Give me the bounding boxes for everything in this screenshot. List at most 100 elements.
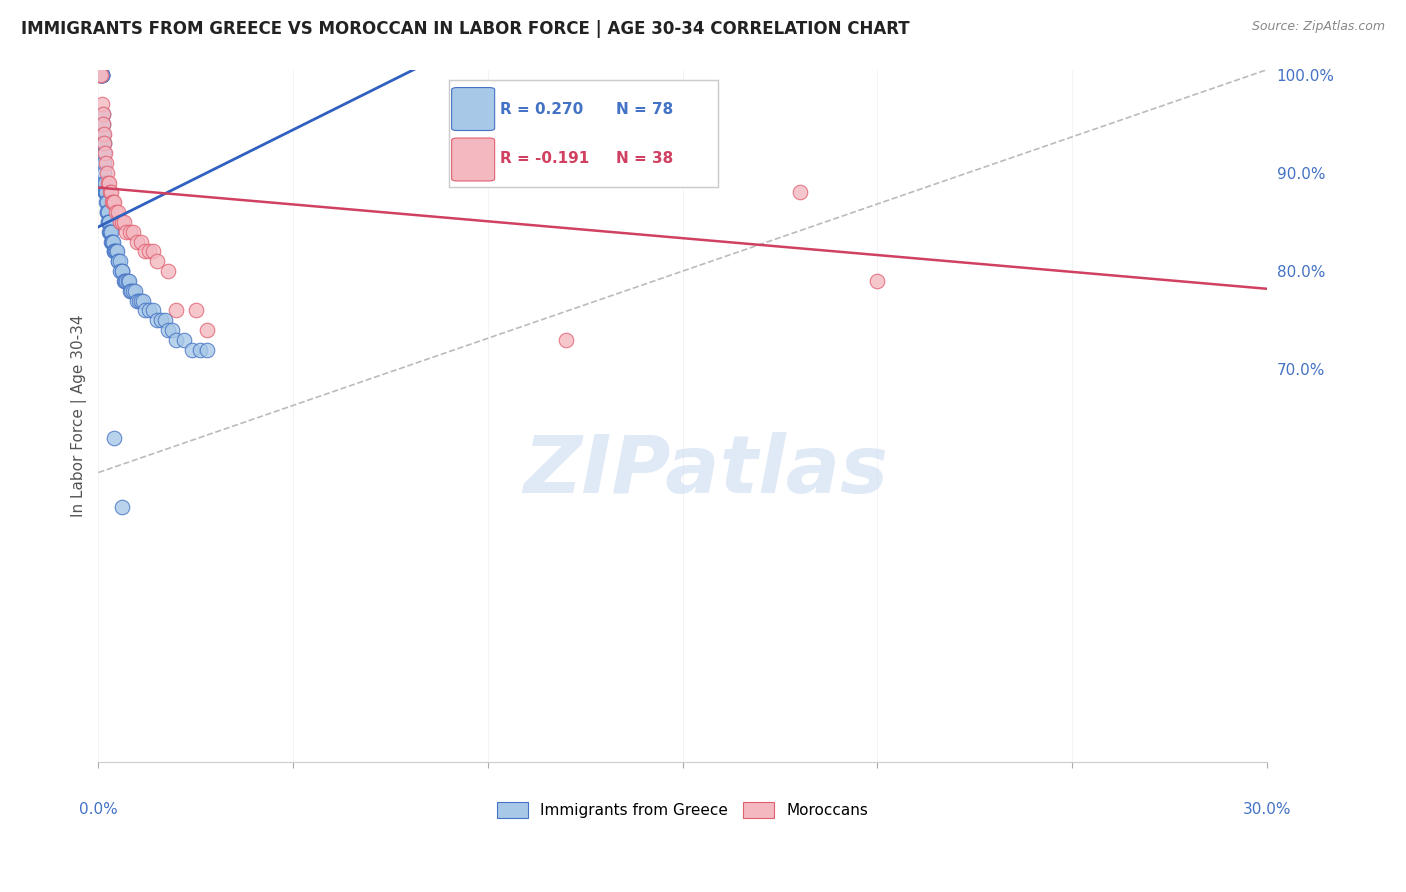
Point [91,117,114,131]
Point [103,195,125,210]
Point [107,205,129,219]
Point [162,323,184,337]
Point [138,244,160,259]
Point [100,186,122,200]
Point [93,146,115,161]
Point [132,293,155,308]
Point [134,244,156,259]
Point [94,195,117,210]
Point [120,284,142,298]
Point [91,107,114,121]
Point [138,303,160,318]
Point [108,254,131,268]
Point [91,127,114,141]
Text: 30.0%: 30.0% [1243,802,1291,817]
Point [112,274,135,288]
Point [90,68,112,82]
Point [93,136,115,151]
Point [115,274,138,288]
Point [103,244,125,259]
Point [91,68,114,82]
Point [197,323,219,337]
Point [97,215,120,229]
Point [100,225,122,239]
Point [121,284,143,298]
Point [103,431,125,445]
Point [89,68,111,82]
Point [173,333,195,347]
Point [98,225,121,239]
Point [122,225,145,239]
Point [127,235,149,249]
Point [103,244,125,259]
Point [122,284,145,298]
Point [93,127,115,141]
Point [866,274,889,288]
Point [149,313,172,327]
Point [93,176,115,190]
Point [89,68,111,82]
Point [91,68,114,82]
Point [114,274,136,288]
Point [97,215,120,229]
Point [157,323,180,337]
Point [127,293,149,308]
Point [111,264,134,278]
Text: IMMIGRANTS FROM GREECE VS MOROCCAN IN LABOR FORCE | AGE 30-34 CORRELATION CHART: IMMIGRANTS FROM GREECE VS MOROCCAN IN LA… [21,20,910,37]
Point [94,186,117,200]
Point [146,254,169,268]
Point [146,313,169,327]
Point [108,264,131,278]
Point [165,303,187,318]
Point [91,107,114,121]
Point [94,146,117,161]
Point [91,97,114,112]
Point [94,186,117,200]
Point [153,313,176,327]
Point [91,136,114,151]
Text: Source: ZipAtlas.com: Source: ZipAtlas.com [1251,20,1385,33]
Point [98,186,121,200]
Point [91,68,114,82]
Point [101,235,124,249]
Point [105,244,128,259]
Point [117,274,139,288]
Legend: Immigrants from Greece, Moroccans: Immigrants from Greece, Moroccans [491,796,875,824]
Point [97,205,120,219]
Point [128,293,150,308]
Text: 0.0%: 0.0% [79,802,118,817]
Point [197,343,219,357]
Point [96,205,118,219]
Point [90,68,112,82]
Point [94,186,117,200]
Point [104,244,127,259]
Point [104,205,127,219]
Point [96,195,118,210]
Point [165,333,187,347]
Point [96,166,118,180]
Point [101,195,124,210]
Point [91,117,114,131]
Point [554,333,576,347]
Point [94,186,117,200]
Point [129,235,152,249]
Point [104,244,127,259]
Point [111,500,134,514]
Point [129,293,152,308]
Point [101,235,124,249]
Point [91,68,114,82]
Point [107,254,129,268]
Point [91,68,114,82]
Point [134,303,156,318]
Point [97,176,120,190]
Point [180,343,202,357]
Y-axis label: In Labor Force | Age 30-34: In Labor Force | Age 30-34 [72,315,87,517]
Point [98,176,121,190]
Point [142,244,165,259]
Point [101,235,124,249]
Point [94,186,117,200]
Point [789,186,811,200]
Point [111,264,134,278]
Point [118,225,141,239]
Point [93,166,115,180]
